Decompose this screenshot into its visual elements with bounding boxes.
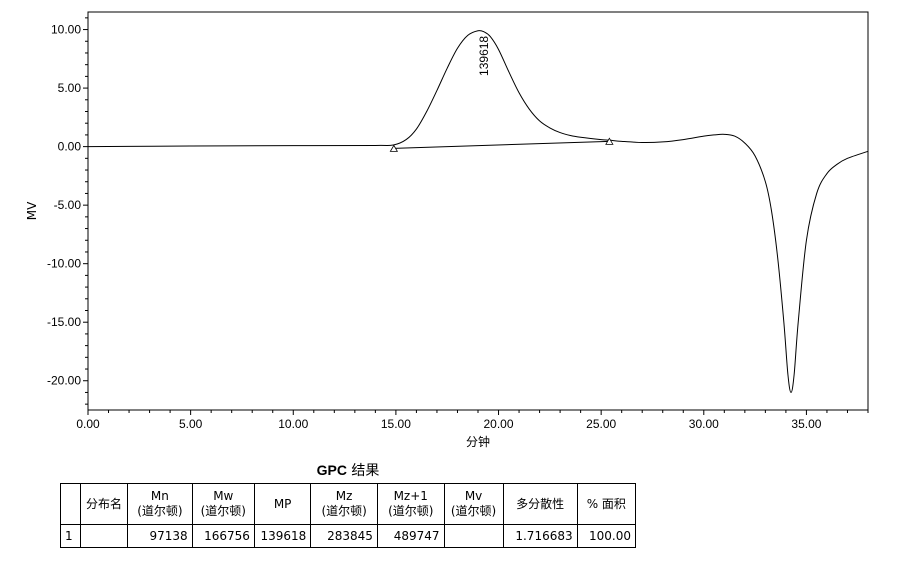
column-header-unit: (道尔顿) bbox=[388, 504, 434, 518]
column-header-name: Mz+1 bbox=[393, 489, 428, 503]
table-cell: 166756 bbox=[191, 524, 255, 548]
column-header: Mn (道尔顿) bbox=[127, 483, 193, 525]
column-header: Mz (道尔顿) bbox=[310, 483, 378, 525]
table-cell: 489747 bbox=[376, 524, 445, 548]
column-header-name: 多分散性 bbox=[516, 496, 565, 511]
column-header: Mw (道尔顿) bbox=[191, 483, 255, 525]
x-tick-label: 35.00 bbox=[791, 417, 821, 431]
table-row: 1 97138 166756 139618 283845 489747 1.716683 10… bbox=[60, 524, 637, 548]
table-header-row: 分布名 Mn (道尔顿) Mw (道尔顿) MP Mz (道尔顿) Mz+1 (道尔顿) Mv (道尔… bbox=[60, 483, 637, 525]
x-tick-label: 10.00 bbox=[278, 417, 308, 431]
gpc-chromatogram: 0.00 5.00 10.00 15.00 20.00 25.00 30.00 35.00 1… bbox=[25, 11, 869, 449]
column-header-name: % 面积 bbox=[586, 496, 626, 511]
gpc-results-table: 分布名 Mn (道尔顿) Mw (道尔顿) MP Mz (道尔顿) Mz+1 (道尔顿) Mv (道尔… bbox=[60, 483, 637, 548]
x-tick-label: 30.00 bbox=[689, 417, 719, 431]
x-tick-label: 15.00 bbox=[381, 417, 411, 431]
column-header: Mz+1 (道尔顿) bbox=[376, 483, 445, 525]
table-cell: 283845 bbox=[310, 524, 378, 548]
table-cell bbox=[79, 524, 129, 548]
column-header: Mv (道尔顿) bbox=[443, 483, 504, 525]
column-header: 多分散性 bbox=[502, 483, 578, 525]
x-axis: 0.00 5.00 10.00 15.00 20.00 25.00 30.00 35.00 bbox=[76, 410, 869, 431]
column-header: 分布名 bbox=[79, 483, 129, 525]
table-cell: 139618 bbox=[253, 524, 312, 548]
table-cell: 100.00 bbox=[576, 524, 637, 548]
column-header: MP bbox=[253, 483, 312, 525]
title-results: 结果 bbox=[346, 463, 380, 479]
column-header-unit: (道尔顿) bbox=[450, 504, 497, 518]
table-cell bbox=[443, 524, 504, 548]
chromatogram-trace bbox=[87, 30, 869, 393]
gpc-results-section: GPC 结果 分布名 Mn (道尔顿) Mw (道尔顿) MP Mz (道尔顿) Mz+1 (道尔… bbox=[60, 460, 637, 548]
column-header-name: MP bbox=[273, 496, 292, 511]
y-tick-label: -10.00 bbox=[47, 257, 81, 271]
y-tick-label: -5.00 bbox=[54, 198, 82, 212]
peak-marker-triangle bbox=[605, 137, 614, 145]
y-tick-label: -15.00 bbox=[47, 315, 81, 329]
column-header-unit: (道尔顿) bbox=[137, 504, 183, 518]
y-tick-label: 10.00 bbox=[51, 23, 81, 37]
y-tick-label: 5.00 bbox=[58, 81, 82, 95]
table-cell: 1.716683 bbox=[502, 524, 578, 548]
title-gpc: GPC bbox=[316, 462, 347, 478]
column-header-unit: (道尔顿) bbox=[321, 504, 367, 518]
x-tick-label: 0.00 bbox=[76, 417, 100, 431]
column-header bbox=[60, 483, 81, 525]
column-header: % 面积 bbox=[576, 483, 637, 525]
peak-marker-triangle bbox=[389, 144, 399, 152]
peak-baseline bbox=[393, 140, 610, 149]
y-axis-title: MV bbox=[25, 201, 39, 220]
x-tick-label: 20.00 bbox=[484, 417, 514, 431]
x-axis-title: 分钟 bbox=[466, 434, 490, 449]
y-axis: 10.00 5.00 0.00 -5.00 -10.00 -15.00 -20.00 bbox=[47, 17, 88, 405]
column-header-unit: (道尔顿) bbox=[200, 504, 246, 518]
column-header-name: Mw bbox=[213, 489, 234, 503]
y-tick-label: -20.00 bbox=[47, 374, 81, 388]
column-header-name: Mz bbox=[335, 489, 353, 503]
gpc-results-title: GPC 结果 bbox=[60, 460, 636, 480]
y-tick-label: 0.00 bbox=[58, 140, 82, 154]
table-cell: 97138 bbox=[127, 524, 193, 548]
x-tick-label: 5.00 bbox=[179, 417, 203, 431]
table-cell: 1 bbox=[60, 524, 81, 548]
column-header-name: Mv bbox=[464, 489, 483, 503]
peak-label: 139618 bbox=[477, 36, 491, 76]
column-header-name: Mn bbox=[150, 489, 169, 503]
column-header-name: 分布名 bbox=[85, 496, 122, 511]
x-tick-label: 25.00 bbox=[586, 417, 616, 431]
